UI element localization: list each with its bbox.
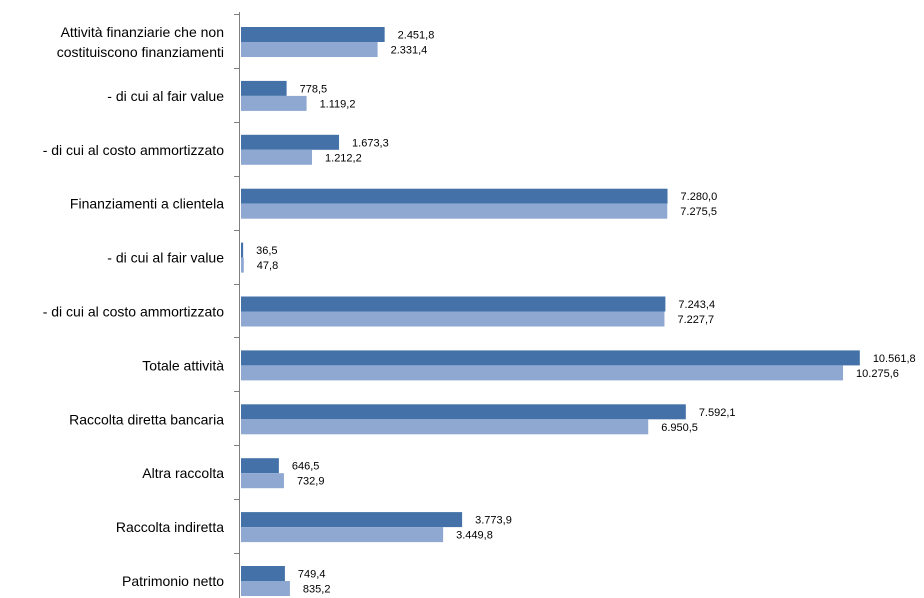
data-label: 6.950,5 <box>661 422 698 434</box>
data-label: 10.275,6 <box>856 368 899 380</box>
bar-series-1 <box>241 80 287 96</box>
category-label: - di cui al fair value <box>107 250 224 266</box>
category-label: costituiscono finanziamenti <box>57 44 224 60</box>
data-label: 7.592,1 <box>699 407 736 419</box>
bar-series-2 <box>241 581 290 596</box>
data-label: 10.561,8 <box>873 353 916 365</box>
data-label: 7.227,7 <box>677 314 714 326</box>
bar-series-2 <box>241 149 313 165</box>
data-label: 835,2 <box>303 584 331 596</box>
data-label: 1.212,2 <box>325 152 362 164</box>
data-label: 749,4 <box>298 569 326 581</box>
category-label: - di cui al costo ammortizzato <box>43 304 224 320</box>
bar-series-1 <box>241 27 385 42</box>
data-label: 1.119,2 <box>320 98 356 110</box>
data-label: 1.673,3 <box>352 137 389 149</box>
bars-group: 2.451,8 2.331,4 778,5 1.119,2 1.673,3 1.212,2… <box>241 27 916 596</box>
bar-series-1 <box>241 458 279 474</box>
category-label: - di cui al costo ammortizzato <box>43 142 224 158</box>
category-label: Raccolta diretta bancaria <box>69 411 224 427</box>
data-label: 7.280,0 <box>681 191 718 203</box>
data-label: 2.331,4 <box>391 45 428 57</box>
bar-series-2 <box>241 473 284 489</box>
axis-ticks <box>234 14 240 554</box>
category-label: - di cui al fair value <box>107 88 224 104</box>
data-label: 3.773,9 <box>475 515 512 527</box>
bar-series-1 <box>241 242 244 258</box>
bar-series-1 <box>241 188 668 204</box>
bar-series-2 <box>241 257 244 273</box>
data-label: 7.243,4 <box>678 299 715 311</box>
bar-series-1 <box>241 512 463 528</box>
data-label: 3.449,8 <box>456 530 493 542</box>
category-label: Finanziamenti a clientela <box>70 196 224 212</box>
category-label: Totale attività <box>142 357 224 373</box>
data-label: 7.275,5 <box>680 206 717 218</box>
bar-series-2 <box>241 311 665 327</box>
data-label: 646,5 <box>292 461 320 473</box>
bar-series-1 <box>241 134 340 150</box>
bar-series-2 <box>241 42 378 57</box>
category-label: Patrimonio netto <box>122 573 224 589</box>
bar-series-2 <box>241 95 307 111</box>
bar-series-2 <box>241 527 444 543</box>
category-label: Attività finanziarie che non <box>61 24 224 40</box>
bar-series-2 <box>241 365 844 381</box>
bar-series-2 <box>241 203 668 219</box>
bar-series-1 <box>241 566 285 581</box>
category-label: Altra raccolta <box>142 465 224 481</box>
bar-series-1 <box>241 350 860 366</box>
category-label: Raccolta indiretta <box>116 519 224 535</box>
category-labels: Attività finanziarie che non costituiscon… <box>43 24 225 589</box>
data-label: 2.451,8 <box>398 30 435 42</box>
data-label: 732,9 <box>297 476 325 488</box>
data-label: 36,5 <box>256 245 277 257</box>
bar-series-2 <box>241 419 649 435</box>
data-label: 47,8 <box>257 260 278 272</box>
bar-series-1 <box>241 296 666 312</box>
bar-series-1 <box>241 404 686 420</box>
data-label: 778,5 <box>300 83 328 95</box>
